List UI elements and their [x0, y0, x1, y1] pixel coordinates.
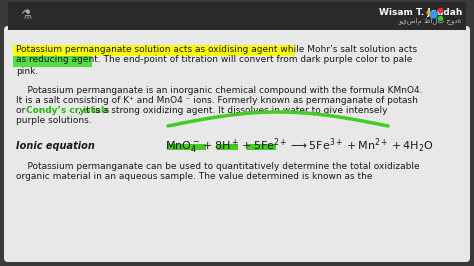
Text: as reducing agent. The end-point of titration will convert from dark purple colo: as reducing agent. The end-point of titr… — [16, 56, 412, 64]
Text: purple solutions.: purple solutions. — [16, 116, 91, 125]
Text: Ionic equation: Ionic equation — [16, 141, 95, 151]
Text: $\mathregular{MnO_4^- + 8H^+ + 5Fe^{2+} \longrightarrow 5Fe^{3+} + Mn^{2+} + 4H_: $\mathregular{MnO_4^- + 8H^+ + 5Fe^{2+} … — [165, 136, 434, 156]
Text: ويسام طالب جودة: ويسام طالب جودة — [399, 18, 462, 25]
FancyBboxPatch shape — [4, 26, 470, 262]
FancyBboxPatch shape — [167, 143, 207, 149]
FancyBboxPatch shape — [218, 143, 238, 149]
Text: It is a salt consisting of K⁺ and MnO4 ⁻ ions. Formerly known as permanganate of: It is a salt consisting of K⁺ and MnO4 ⁻… — [16, 96, 418, 105]
FancyBboxPatch shape — [13, 44, 295, 56]
Text: Wisam T. Joudah: Wisam T. Joudah — [379, 8, 462, 17]
FancyBboxPatch shape — [13, 56, 92, 66]
FancyBboxPatch shape — [247, 143, 276, 149]
Text: , it is a strong oxidizing agent. It dissolves in water to give intensely: , it is a strong oxidizing agent. It dis… — [78, 106, 388, 115]
Text: Potassium permanganate can be used to quantitatively determine the total oxidiza: Potassium permanganate can be used to qu… — [16, 162, 419, 171]
Text: or: or — [16, 106, 28, 115]
FancyBboxPatch shape — [8, 2, 466, 30]
Text: Potassium permanganate solution acts as oxidising agent while Mohr’s salt soluti: Potassium permanganate solution acts as … — [16, 44, 417, 53]
Text: Potassium permanganate is an inorganic chemical compound with the formula KMnO4.: Potassium permanganate is an inorganic c… — [16, 86, 422, 95]
Text: Condy’s crystals: Condy’s crystals — [26, 106, 109, 115]
Text: organic material in an aqueous sample. The value determined is known as the: organic material in an aqueous sample. T… — [16, 172, 373, 181]
Text: ⚗: ⚗ — [20, 10, 31, 23]
Text: pink.: pink. — [16, 66, 38, 76]
